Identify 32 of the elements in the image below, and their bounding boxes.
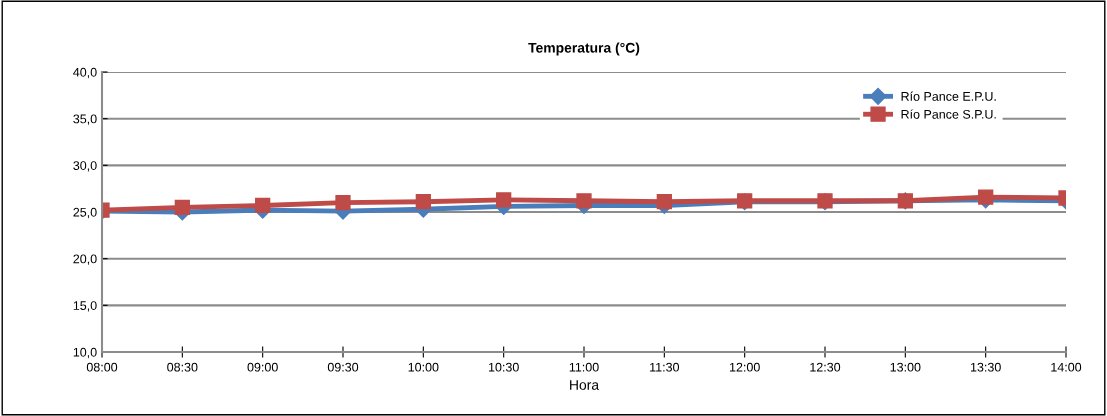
point <box>978 189 994 205</box>
x-tick-label: 12:30 <box>810 362 841 372</box>
point <box>335 195 351 211</box>
point <box>174 199 190 215</box>
legend-label: Río Pance S.P.U. <box>901 109 996 119</box>
point <box>656 194 672 210</box>
point <box>576 193 592 209</box>
chart-title: Temperatura (°C) <box>528 42 640 56</box>
y-tick-label: 25,0 <box>73 207 97 219</box>
point <box>255 197 271 214</box>
x-tick-label: 11:00 <box>569 362 599 372</box>
x-tick-label: 09:00 <box>247 362 278 372</box>
x-tick-label: 09:30 <box>327 362 359 372</box>
legend-label: Río Pance E.P.U. <box>901 91 996 101</box>
point <box>415 194 431 210</box>
x-tick-label: 08:30 <box>167 362 198 372</box>
y-tick-label: 20,0 <box>73 254 97 265</box>
y-tick-label: 40,0 <box>73 67 97 79</box>
x-tick-label: 10:00 <box>408 362 439 372</box>
x-axis-title: Hora <box>570 380 600 390</box>
x-tick-label: 14:00 <box>1051 362 1082 372</box>
x-tick-label: 12:00 <box>729 362 760 372</box>
x-tick-label: 11:30 <box>650 362 680 372</box>
x-tick-label: 08:00 <box>86 362 118 372</box>
y-tick-label: 30,0 <box>73 161 97 172</box>
y-tick-label: 35,0 <box>73 114 97 125</box>
x-tick-label: 13:00 <box>890 362 921 372</box>
point <box>496 192 512 208</box>
y-tick-label: 15,0 <box>73 301 97 312</box>
x-tick-label: 10:30 <box>488 362 519 372</box>
x-tick-label: 13:30 <box>970 362 1001 372</box>
y-tick-label: 10,0 <box>73 347 97 359</box>
